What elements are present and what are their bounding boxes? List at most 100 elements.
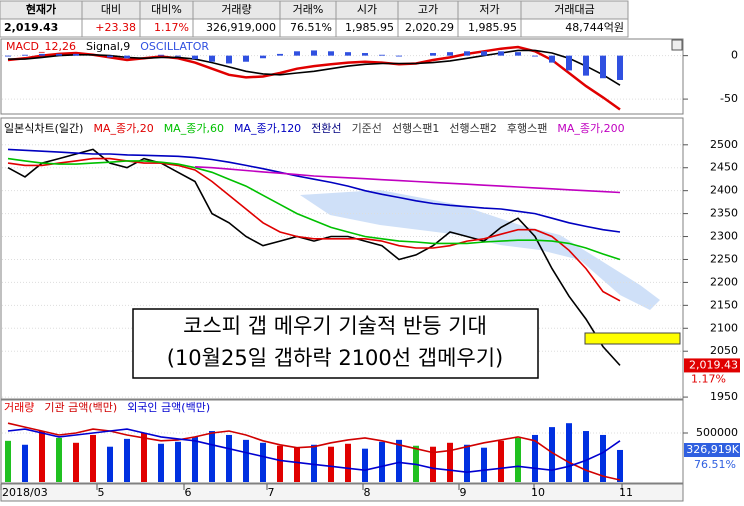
header-label: 현재가 [26, 2, 56, 16]
bar [294, 51, 300, 56]
y-tick-label: 2350 [710, 207, 738, 220]
bar [260, 442, 266, 482]
y-tick-label: 2300 [710, 230, 738, 243]
bar [566, 55, 572, 71]
bar [39, 53, 45, 56]
last-price: 2,019.43 [689, 358, 738, 371]
bar [56, 53, 62, 56]
macd-panel [0, 38, 684, 115]
y-tick-label: 0 [731, 49, 738, 62]
bar [617, 55, 623, 80]
bar [464, 51, 470, 56]
x-tick-label: 2018/03 [2, 486, 48, 499]
header-value: 1,985.95 [468, 21, 517, 34]
bar [515, 437, 521, 482]
legend-item: OSCILLATOR [140, 40, 209, 53]
bar [90, 434, 96, 482]
legend-item: 기준선 [352, 122, 382, 135]
value-cell [520, 18, 629, 38]
last-price-box [684, 358, 740, 373]
bar [158, 443, 164, 482]
cloud [300, 190, 660, 310]
x-axis-bar [0, 483, 684, 502]
bar [447, 52, 453, 56]
price-panel [0, 117, 684, 400]
header-value: 1,985.95 [345, 21, 394, 34]
bar [5, 440, 11, 482]
y-tick-label: 2400 [710, 184, 738, 197]
bar [124, 55, 130, 59]
bar [583, 431, 589, 482]
bar [209, 431, 215, 482]
series-line [7, 148, 621, 366]
annotation-line: 코스피 갭 메우기 기술적 반등 기대 [183, 314, 487, 338]
header-label: 시가 [357, 3, 377, 16]
legend-item: 후행스팬 [507, 122, 547, 135]
header-label: 저가 [479, 3, 499, 16]
last-ratio: 76.51% [694, 458, 736, 471]
header-label: 거래량 [221, 3, 251, 16]
y-tick-label: 2100 [710, 321, 738, 334]
bar [243, 55, 249, 62]
bar [56, 437, 62, 482]
bar [22, 54, 28, 56]
last-change: 1.17% [691, 372, 726, 385]
bar [141, 432, 147, 482]
y-tick-label: 500000 [696, 426, 738, 439]
bar [277, 445, 283, 482]
legend-item: Signal,9 [86, 40, 130, 53]
bar [345, 443, 351, 482]
bar [447, 442, 453, 482]
bar [481, 447, 487, 482]
bar [39, 431, 45, 482]
bar [549, 55, 555, 63]
last-volume-box [684, 443, 740, 457]
y-tick-label: 2250 [710, 252, 738, 265]
y-tick-label: 2050 [710, 344, 738, 357]
bar [362, 53, 368, 56]
header-value: 326,919,000 [206, 21, 276, 34]
bar [124, 438, 130, 482]
series-line [7, 157, 621, 261]
bar [379, 54, 385, 56]
series-line [194, 166, 621, 194]
x-tick-label: 9 [460, 486, 467, 499]
bar [226, 55, 232, 64]
x-tick-label: 8 [364, 486, 371, 499]
header-value: +23.38 [95, 21, 136, 34]
bar [311, 50, 317, 56]
collapse-button[interactable] [671, 39, 683, 51]
y-tick-label: 1950 [710, 390, 738, 403]
series-line [7, 148, 621, 233]
y-tick-label: 2450 [710, 161, 738, 174]
header-value: 2,019.43 [4, 21, 58, 34]
y-tick-label: 2150 [710, 298, 738, 311]
bar [566, 423, 572, 482]
bar [73, 53, 79, 56]
bar [226, 434, 232, 482]
header-value: 1.17% [154, 21, 189, 34]
header-label: 거래% [293, 3, 324, 16]
legend-item: 기관 금액(백만) [44, 401, 117, 414]
x-tick-label: 5 [98, 486, 105, 499]
bar [430, 446, 436, 482]
bar [515, 52, 521, 56]
series-line [7, 45, 621, 111]
last-volume: 326,919K [686, 443, 739, 456]
y-tick-label: 2500 [710, 138, 738, 151]
bar [209, 55, 215, 62]
legend-item: MA_종가,120 [234, 122, 301, 135]
header-label: 거래대금 [554, 3, 594, 16]
y-tick-label: 2200 [710, 275, 738, 288]
bar [243, 439, 249, 482]
bar [311, 444, 317, 482]
legend-item: 거래량 [4, 401, 34, 414]
bar [73, 442, 79, 482]
series-line [7, 157, 621, 302]
bar [549, 427, 555, 482]
bar [481, 51, 487, 56]
bar [532, 55, 538, 57]
annotation-line: (10월25일 갭하락 2100선 갭메우기) [167, 346, 504, 370]
bar [328, 51, 334, 56]
